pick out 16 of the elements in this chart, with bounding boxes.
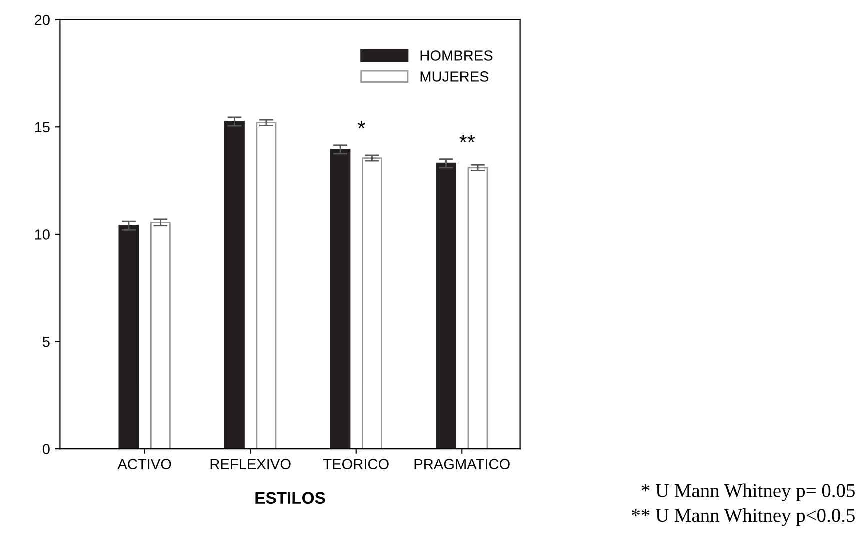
x-axis-title: ESTILOS	[256, 492, 326, 504]
annotation: *	[358, 121, 366, 128]
text: ** U Mann Whitney p<0.0.5	[632, 508, 855, 526]
y-tick-label: 15	[35, 122, 50, 133]
x-tick-label: REFLEXIVO	[210, 459, 291, 470]
y-tick-label: 10	[35, 230, 50, 240]
y-tick-label: 0	[42, 444, 50, 454]
annotation: **	[460, 135, 476, 142]
x-tick-label: PRAGMATICO	[414, 459, 510, 470]
x-tick-label: ACTIVO	[118, 459, 172, 470]
legend-label: MUJERES	[420, 72, 489, 82]
y-tick-label: 20	[34, 14, 50, 26]
x-tick-label: TEORICO	[323, 459, 389, 470]
y-tick-label: 5	[42, 337, 50, 348]
legend-label: HOMBRES	[420, 50, 493, 61]
text: * U Mann Whitney p= 0.05	[642, 484, 855, 502]
